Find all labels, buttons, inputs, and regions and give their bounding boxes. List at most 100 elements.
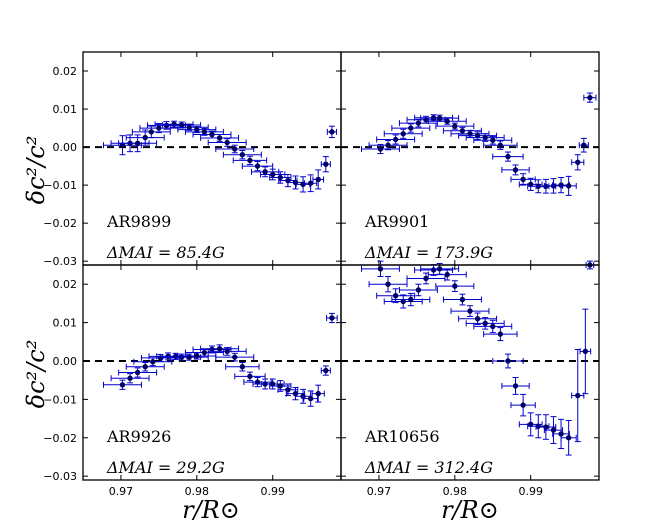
data-point: [465, 133, 505, 142]
data-point: [200, 344, 240, 354]
data-point: [118, 367, 158, 378]
marker: [232, 354, 238, 360]
data-point: [583, 92, 597, 103]
data-point: [473, 319, 513, 334]
marker: [575, 392, 581, 399]
data-point: [131, 125, 171, 139]
marker: [385, 142, 391, 148]
data-point: [192, 130, 232, 139]
data-point: [326, 125, 337, 139]
panel-annotation-value: ΔMAI = 85.4G: [106, 243, 225, 262]
data-point: [501, 376, 530, 395]
y-tick-label: 0.02: [53, 65, 78, 78]
marker: [565, 183, 572, 189]
data-point: [501, 164, 530, 176]
data-point: [492, 353, 524, 369]
marker: [490, 137, 496, 143]
marker: [329, 129, 335, 135]
marker: [392, 293, 399, 299]
panel-ar9926: 0.02 0.01 0.00 −0.01 −0.02 −0.03 0.97 0.98 0.99 A…: [43, 264, 342, 498]
marker: [582, 348, 589, 355]
data-point: [571, 348, 585, 443]
data-point: [225, 362, 260, 372]
marker: [474, 316, 481, 322]
data-point: [125, 362, 165, 372]
data-point: [465, 317, 505, 330]
panel-annotation-title: AR9926: [106, 427, 171, 446]
data-point: [287, 175, 304, 190]
data-point: [450, 305, 490, 317]
marker: [565, 435, 572, 441]
data-point: [222, 150, 262, 160]
marker: [408, 125, 414, 131]
x-tick-label: 0.99: [518, 485, 543, 498]
data-point: [260, 168, 286, 181]
marker: [201, 349, 208, 356]
data-point: [125, 129, 165, 146]
y-axis-label-top: δc²/c²: [22, 136, 50, 205]
marker: [194, 126, 200, 133]
marker: [119, 382, 126, 388]
data-point: [578, 137, 589, 153]
marker: [134, 369, 141, 376]
marker: [415, 287, 422, 293]
marker: [323, 367, 329, 374]
data-point: [376, 134, 416, 145]
panel-frame: [340, 51, 600, 266]
panel-annotation-value: ΔMAI = 29.2G: [106, 458, 225, 477]
marker: [262, 169, 268, 175]
marker: [520, 176, 526, 183]
x-tick-label: 0.98: [185, 485, 210, 498]
data-point: [560, 175, 577, 196]
marker: [444, 271, 450, 278]
marker: [550, 183, 557, 189]
data-point: [139, 123, 179, 134]
marker: [436, 115, 443, 121]
y-tick-label: −0.03: [43, 255, 77, 268]
marker: [323, 161, 329, 167]
marker: [216, 135, 223, 141]
marker: [467, 308, 473, 314]
marker: [505, 153, 511, 160]
marker: [172, 353, 179, 360]
x-tick-label: 0.99: [260, 485, 285, 498]
data-point: [215, 144, 255, 154]
data-point: [295, 176, 311, 193]
data-point: [473, 135, 513, 145]
data-point: [320, 156, 331, 173]
panel-annotation-title: AR10656: [364, 427, 440, 446]
marker: [232, 146, 238, 152]
data-point: [552, 418, 570, 450]
data-point: [510, 173, 536, 186]
marker: [224, 348, 230, 355]
marker: [415, 120, 422, 126]
data-point: [102, 379, 142, 390]
marker: [482, 134, 488, 141]
data-point: [571, 154, 585, 171]
data-point: [311, 384, 325, 403]
marker: [505, 358, 511, 364]
data-point: [435, 280, 475, 292]
data-point: [442, 293, 482, 306]
marker: [452, 283, 458, 289]
marker: [254, 163, 261, 169]
data-point: [234, 371, 266, 382]
marker: [300, 393, 306, 400]
data-point: [442, 126, 482, 135]
marker: [482, 320, 488, 327]
panel-annotation-value: ΔMAI = 312.4G: [364, 458, 493, 477]
marker: [247, 373, 253, 380]
marker: [142, 364, 148, 370]
data-point: [360, 260, 400, 278]
marker: [512, 383, 519, 389]
data-point: [560, 419, 577, 456]
x-tick-label: 0.98: [443, 485, 468, 498]
panel-annotation-value: ΔMAI = 173.9G: [364, 243, 493, 262]
data-point: [483, 327, 518, 342]
panel-annotation-title: AR9899: [106, 212, 171, 231]
marker: [520, 402, 526, 408]
marker: [535, 423, 541, 429]
data-point: [184, 127, 224, 136]
marker: [201, 129, 208, 135]
